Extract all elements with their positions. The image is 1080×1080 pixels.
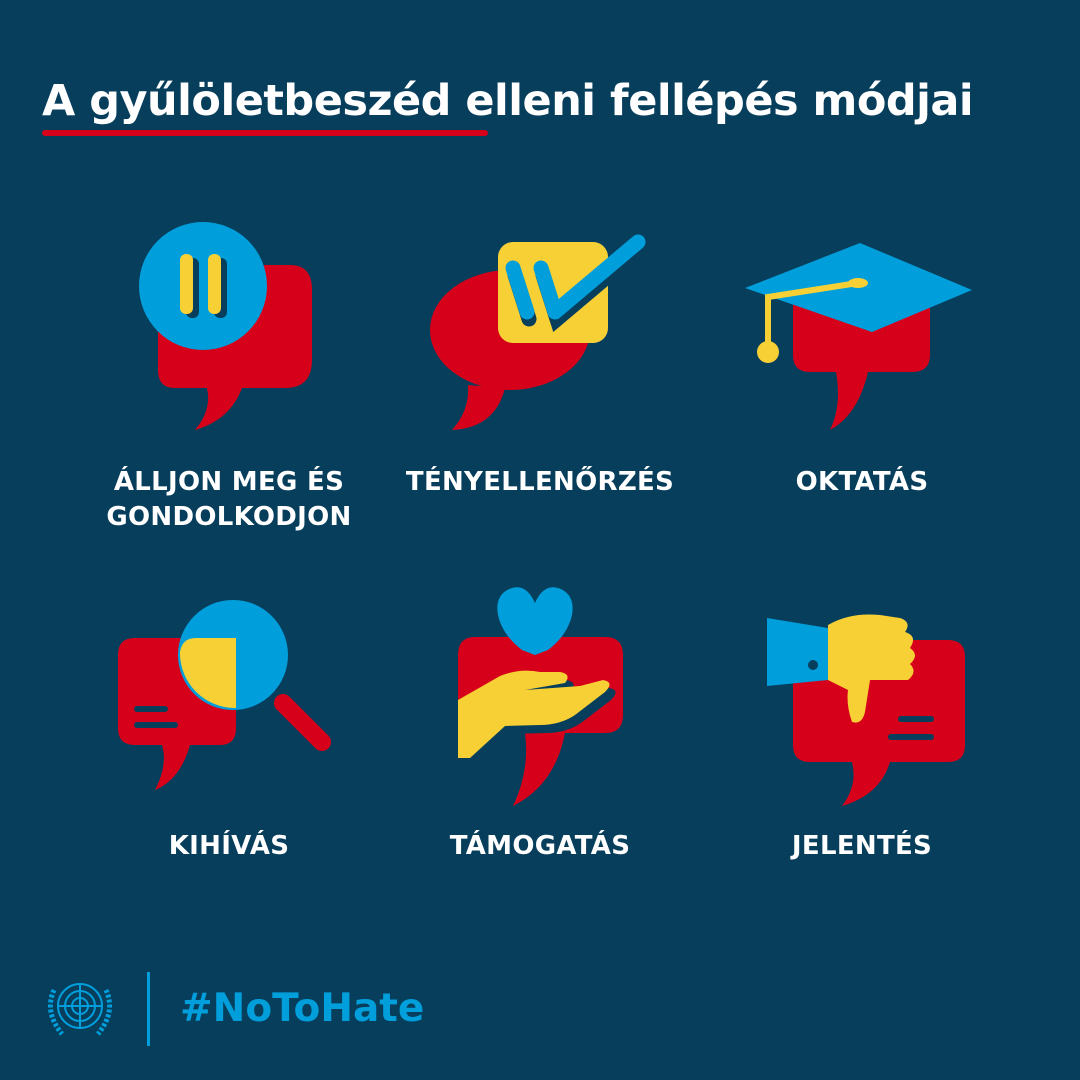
pause-speech-bubble-icon <box>139 222 312 430</box>
label-fact-check: TÉNYELLENŐRZÉS <box>405 467 675 497</box>
heart-hand-speech-bubble-icon <box>458 587 623 806</box>
checkbox-speech-bubble-icon <box>430 234 648 430</box>
graduation-cap-speech-bubble-icon <box>745 243 972 430</box>
magnifier-speech-bubble-icon <box>118 600 331 790</box>
footer-divider <box>147 972 150 1046</box>
label-line: GONDOLKODJON <box>106 502 352 532</box>
title-underline <box>42 130 488 136</box>
label-education: OKTATÁS <box>795 467 929 497</box>
title-highlight: A gyűlöletbeszéd <box>42 76 451 126</box>
label-line: ÁLLJON MEG ÉS <box>113 467 345 497</box>
page-title: A gyűlöletbeszéd elleni fellépés módjai <box>42 76 974 126</box>
label-report: JELENTÉS <box>791 831 933 861</box>
label-challenge: KIHÍVÁS <box>168 831 290 861</box>
label-stop-and-think: ÁLLJON MEG ÉS GONDOLKODJON <box>64 465 394 535</box>
title-rest: elleni fellépés módjai <box>450 76 974 126</box>
thumbs-down-speech-bubble-icon <box>767 614 965 806</box>
label-support: TÁMOGATÁS <box>449 831 631 861</box>
un-emblem-logo <box>47 983 113 1036</box>
hashtag: #NoToHate <box>180 986 425 1031</box>
